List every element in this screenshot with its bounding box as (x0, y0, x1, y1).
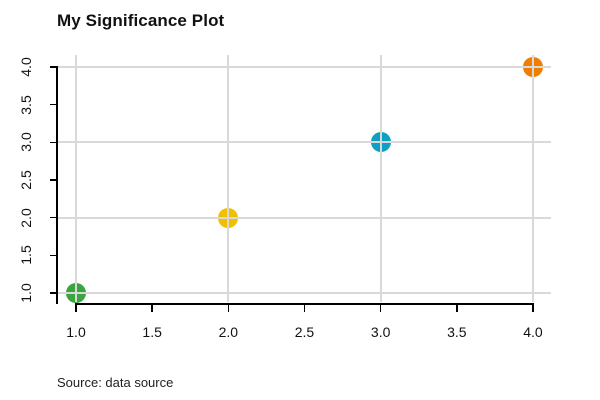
x-tick-label: 1.0 (66, 324, 86, 340)
y-tick-label: 2.0 (18, 207, 34, 228)
y-tick-label: 1.5 (18, 245, 34, 266)
y-tick-label: 3.5 (18, 94, 34, 115)
y-tick-label: 2.5 (18, 170, 34, 190)
y-axis-tick (49, 179, 57, 181)
x-axis-tick (456, 304, 458, 312)
source-caption: Source: data source (57, 375, 174, 390)
y-axis-tick (49, 216, 57, 219)
x-tick-label: 2.0 (218, 324, 239, 340)
gridline-vertical (531, 55, 534, 302)
x-tick-label: 3.0 (370, 324, 391, 340)
y-axis-line (56, 66, 58, 304)
x-axis-tick (151, 304, 153, 312)
chart-title: My Significance Plot (57, 11, 225, 30)
gridline-vertical (75, 55, 77, 302)
x-axis-tick (227, 304, 230, 312)
x-axis-tick (532, 304, 534, 312)
gridline-horizontal (58, 216, 551, 219)
y-tick-label: 1.0 (18, 283, 34, 303)
x-axis-tick (303, 304, 306, 312)
y-axis-tick (49, 141, 57, 144)
y-axis-tick (49, 66, 57, 68)
x-axis-tick (75, 304, 77, 312)
y-axis-tick (49, 292, 57, 294)
x-tick-label: 1.5 (142, 324, 162, 340)
gridline-vertical (379, 55, 382, 302)
gridline-horizontal (58, 292, 551, 294)
x-axis-line (75, 303, 534, 305)
y-tick-label: 4.0 (18, 57, 34, 77)
x-axis-tick (379, 304, 382, 312)
y-axis-tick (49, 254, 57, 257)
x-tick-label: 3.5 (447, 324, 467, 340)
y-tick-label: 3.0 (18, 132, 34, 153)
gridline-horizontal (58, 141, 551, 144)
x-tick-label: 2.5 (294, 324, 315, 340)
gridline-vertical (227, 55, 230, 302)
gridline-horizontal (58, 66, 551, 68)
y-axis-tick (49, 103, 57, 106)
x-tick-label: 4.0 (523, 324, 543, 340)
